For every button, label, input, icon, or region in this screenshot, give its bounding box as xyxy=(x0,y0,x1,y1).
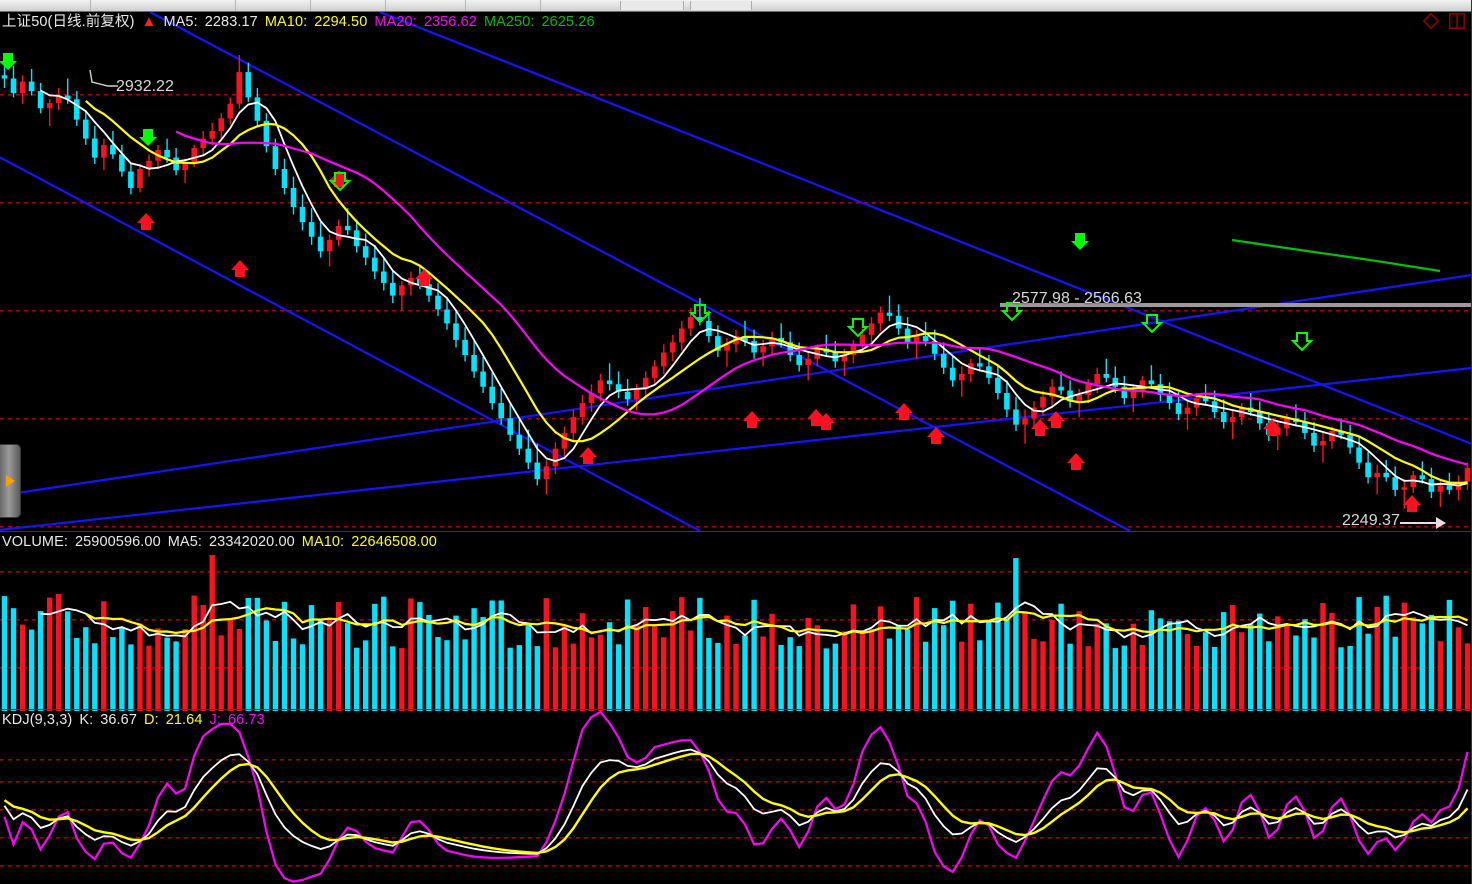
high-price-label: 2932.22 xyxy=(116,78,174,95)
kdj-panel-header: KDJ(9,3,3) K: 36.67 D: 21.64 J: 66.73 xyxy=(2,711,272,729)
price-chart-canvas xyxy=(0,12,1472,531)
play-triangle-icon xyxy=(6,475,15,487)
kdj-j-value: 66.73 xyxy=(228,712,265,728)
chart-corner-icons[interactable] xyxy=(1422,12,1466,30)
kdj-d-value: 21.64 xyxy=(165,712,203,728)
instrument-title: 上证50(日线.前复权) xyxy=(2,14,135,30)
ma250-label: MA250: xyxy=(483,14,535,30)
ma10-label: MA10: xyxy=(264,14,308,30)
ma10-value: 2294.50 xyxy=(314,14,368,30)
ma10-line xyxy=(85,100,1468,485)
volume-ma10-value: 22646508.00 xyxy=(351,534,437,550)
ma20-value: 2356.62 xyxy=(423,14,477,30)
price-chart-panel[interactable]: 上证50(日线.前复权) ▲ MA5: 2283.17 MA10: 2294.50 MA20… xyxy=(0,12,1472,531)
diamond-icon[interactable] xyxy=(1422,12,1440,30)
kdj-j-label: J: xyxy=(209,712,221,728)
kdj-j-line xyxy=(3,711,1469,883)
volume-value: 25900596.00 xyxy=(74,534,161,550)
volume-ma5-label: MA5: xyxy=(167,534,202,550)
range-price-label: 2577.98 - 2566.63 xyxy=(1012,290,1142,307)
volume-ma5-line xyxy=(40,600,1468,639)
split-panel-icon[interactable] xyxy=(1448,12,1466,30)
kdj-d-line xyxy=(3,752,1469,855)
volume-ma10-line xyxy=(85,607,1468,636)
panel-divider-1 xyxy=(0,531,1472,532)
low-label-arrow xyxy=(1400,517,1446,529)
kdj-d-label: D: xyxy=(144,712,159,728)
volume-ma10-label: MA10: xyxy=(301,534,345,550)
price-gridlines xyxy=(0,94,1472,528)
ma20-label: MA20: xyxy=(374,14,417,30)
price-panel-header: 上证50(日线.前复权) ▲ MA5: 2283.17 MA10: 2294.50 MA20… xyxy=(2,13,602,31)
toolbar-button-2[interactable] xyxy=(690,1,752,10)
kdj-k-line xyxy=(3,748,1469,855)
trend-up-arrow-icon: ▲ xyxy=(141,13,157,30)
signal-markers xyxy=(0,53,1421,512)
high-label-leader xyxy=(89,69,118,87)
ma250-value: 2625.26 xyxy=(541,14,595,30)
low-price-label: 2249.37 xyxy=(1342,512,1400,529)
ma5-label: MA5: xyxy=(163,14,198,30)
kdj-k-label: K: xyxy=(79,712,94,728)
kdj-gridlines xyxy=(0,759,1472,867)
volume-bar-series xyxy=(1,555,1471,711)
volume-panel[interactable]: VOLUME: 25900596.00 MA5: 23342020.00 MA10: 22… xyxy=(0,533,1472,711)
volume-chart-canvas xyxy=(0,533,1472,711)
ma5-line xyxy=(40,89,1468,487)
kdj-title: KDJ(9,3,3) xyxy=(2,712,73,728)
ma5-value: 2283.17 xyxy=(204,14,258,30)
panel-divider-2 xyxy=(0,709,1472,710)
ma250-line xyxy=(1231,238,1441,273)
volume-panel-header: VOLUME: 25900596.00 MA5: 23342020.00 MA10: 22… xyxy=(2,533,444,551)
kdj-chart-canvas xyxy=(0,711,1472,884)
volume-title: VOLUME: xyxy=(2,534,68,550)
expand-panel-tab[interactable] xyxy=(0,444,21,518)
volume-ma5-value: 23342020.00 xyxy=(209,534,295,550)
kdj-k-value: 36.67 xyxy=(100,712,138,728)
toolbar-button-1[interactable] xyxy=(620,1,684,10)
app-toolbar[interactable] xyxy=(0,0,1472,12)
kdj-panel[interactable]: KDJ(9,3,3) K: 36.67 D: 21.64 J: 66.73 xyxy=(0,711,1472,884)
ma20-line xyxy=(175,130,1468,466)
